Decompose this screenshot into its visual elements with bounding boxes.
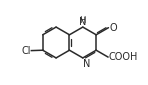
Text: H: H <box>80 16 86 25</box>
Text: COOH: COOH <box>108 52 138 62</box>
Text: N: N <box>83 59 90 69</box>
Text: Cl: Cl <box>21 46 31 56</box>
Text: N: N <box>79 17 86 27</box>
Text: O: O <box>109 23 117 33</box>
